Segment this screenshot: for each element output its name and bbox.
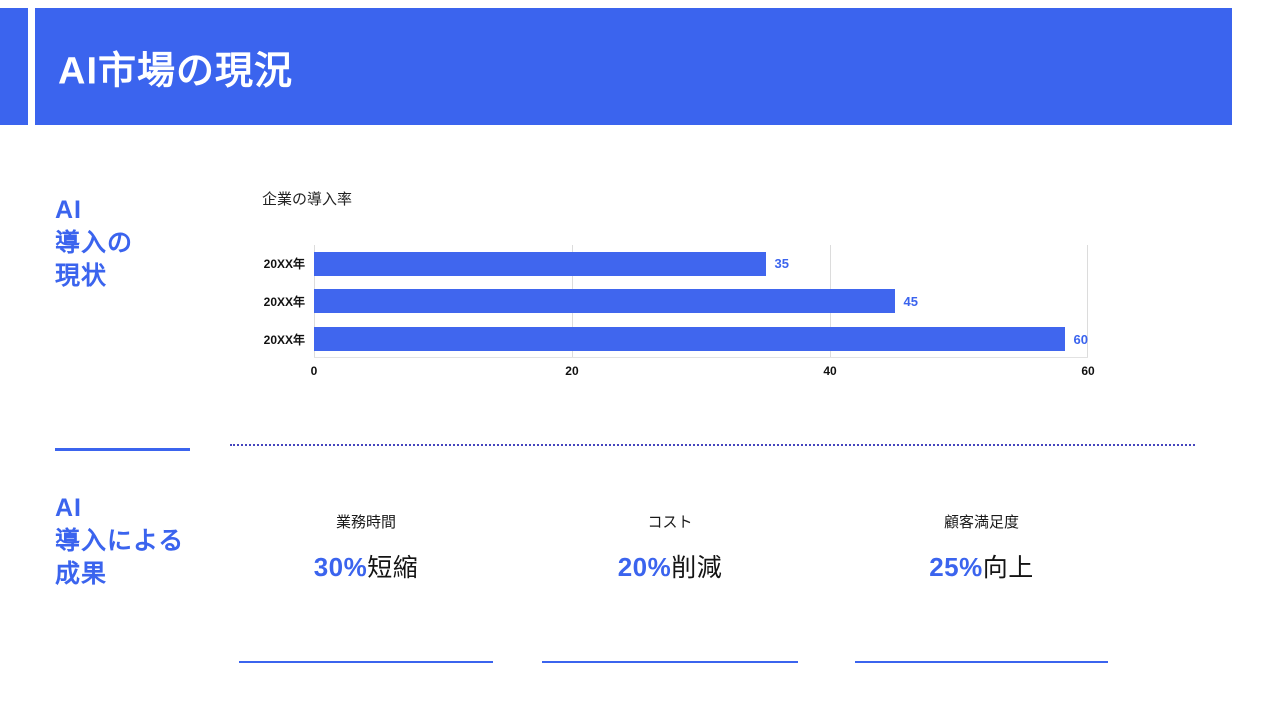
section-title-line: AI — [55, 494, 82, 522]
section-title-line: AI — [55, 196, 82, 224]
stat-label: コスト — [647, 514, 693, 531]
bar — [314, 327, 1065, 352]
section-title-line: 成果 — [55, 560, 108, 588]
stat-work-hours: 業務時間 30%短縮 — [237, 505, 495, 663]
stat-customer-satisfaction: 顧客満足度 25%向上 — [853, 505, 1110, 663]
bar-value-label: 35 — [774, 256, 789, 272]
chart-plot-area: 20XX年 35 20XX年 45 20XX年 60 — [264, 245, 1088, 358]
chart-x-axis: 0 20 40 60 — [310, 358, 1095, 382]
section-divider-accent — [55, 448, 190, 451]
stat-underline — [542, 661, 798, 663]
gridline-60 — [1087, 245, 1088, 357]
stat-suffix: 短縮 — [367, 554, 419, 582]
bar-value-label: 45 — [903, 293, 918, 309]
bar — [314, 251, 766, 276]
stat-label: 顧客満足度 — [943, 514, 1019, 531]
bar-row: 20XX年 45 — [264, 283, 1088, 321]
stat-suffix: 削減 — [671, 554, 723, 582]
stat-cost: コスト 20%削減 — [540, 505, 800, 663]
bar-category-label: 20XX年 — [263, 257, 305, 272]
adoption-bar-chart: 企業の導入率 20XX年 35 20XX年 45 20XX年 60 — [262, 190, 1102, 382]
section-title-line: 導入の — [55, 229, 134, 257]
x-tick-label: 40 — [823, 364, 837, 378]
section-divider-dotted — [230, 444, 1195, 446]
stat-number: 20% — [617, 552, 672, 582]
bar-value-label: 60 — [1073, 331, 1088, 347]
stat-number: 30% — [313, 552, 368, 582]
slide-header: AI市場の現況 — [0, 8, 1232, 125]
stat-suffix: 向上 — [982, 554, 1034, 582]
x-tick-label: 20 — [565, 364, 579, 378]
section-title-adoption: AI 導入の 現状 — [55, 194, 133, 293]
stat-value: 20%削減 — [540, 548, 800, 584]
stat-label: 業務時間 — [335, 514, 396, 531]
chart-title: 企業の導入率 — [262, 191, 353, 208]
stat-number: 25% — [929, 552, 983, 582]
stat-value: 25%向上 — [853, 548, 1110, 584]
stat-underline — [855, 661, 1108, 663]
section-title-line: 現状 — [55, 262, 108, 290]
stat-underline — [239, 661, 493, 663]
stat-value: 30%短縮 — [237, 548, 495, 584]
section-title-line: 導入による — [55, 527, 185, 555]
bar-category-label: 20XX年 — [263, 294, 305, 309]
header-accent-stripe — [28, 8, 35, 125]
x-tick-label: 0 — [310, 364, 318, 378]
bar-row: 20XX年 60 — [264, 320, 1088, 358]
x-tick-label: 60 — [1081, 364, 1095, 378]
section-title-results: AI 導入による 成果 — [55, 492, 184, 591]
bar-category-label: 20XX年 — [263, 332, 305, 347]
bar — [314, 289, 895, 314]
slide-title: AI市場の現況 — [58, 50, 294, 92]
bar-row: 20XX年 35 — [264, 245, 1088, 283]
